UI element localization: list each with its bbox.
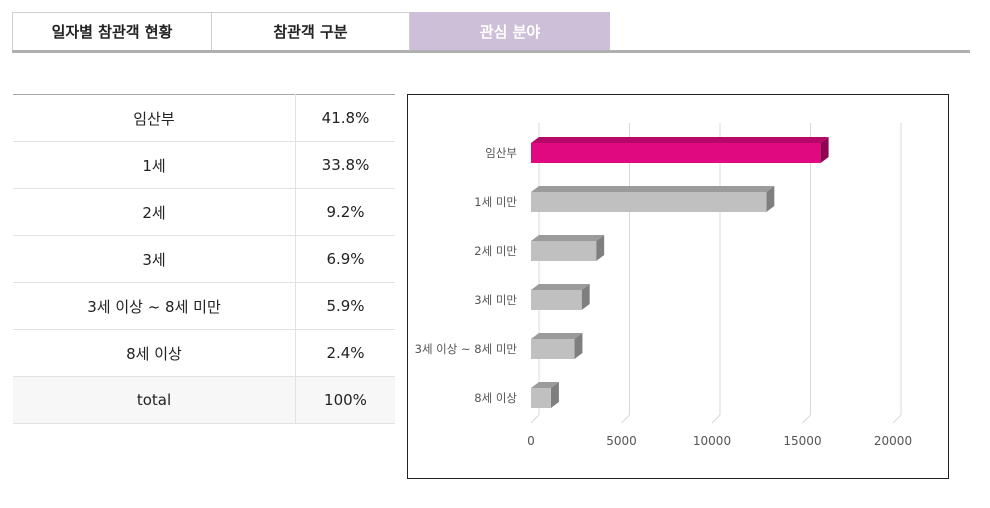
x-tick-label: 15000 (783, 434, 821, 448)
row-value: 33.8% (295, 141, 395, 189)
gridline-foot (711, 414, 721, 424)
share-table: 임산부 41.8% 1세 33.8% 2세 9.2% 3세 6.9% 3세 이상… (13, 94, 395, 424)
bar (531, 241, 597, 261)
category-label: 8세 이상 (474, 391, 517, 405)
table-row: 임산부 41.8% (13, 94, 395, 142)
row-value: 6.9% (295, 235, 395, 283)
gridline-foot (892, 414, 902, 424)
row-label: 8세 이상 (13, 329, 296, 377)
table-row: 1세 33.8% (13, 141, 395, 189)
bar-side (596, 235, 605, 261)
x-tick-label: 5000 (606, 434, 637, 448)
bar (531, 388, 551, 408)
row-label: 3세 (13, 235, 296, 283)
bar-side (766, 186, 775, 212)
category-label: 1세 미만 (474, 195, 517, 209)
table-row: 3세 6.9% (13, 235, 395, 283)
bar-top (531, 235, 605, 241)
gridline-foot (530, 414, 540, 424)
bar-chart-svg: 0 5000 10000 15000 20000 임산부 1세 미만 2세 미만 3세 미만 3세… (415, 123, 912, 448)
row-label: 1세 (13, 141, 296, 189)
category-label: 2세 미만 (474, 244, 517, 258)
table-row: 2세 9.2% (13, 188, 395, 236)
total-value: 100% (295, 376, 395, 424)
x-tick-label: 10000 (693, 434, 731, 448)
row-label: 임산부 (13, 94, 296, 142)
row-value: 5.9% (295, 282, 395, 330)
x-tick-label: 20000 (874, 434, 912, 448)
table-total-row: total 100% (13, 376, 395, 424)
bar-side (820, 137, 829, 163)
category-label: 3세 이상 ~ 8세 미만 (415, 342, 518, 356)
row-value: 2.4% (295, 329, 395, 377)
category-label: 임산부 (485, 146, 517, 160)
bar (531, 290, 582, 310)
tab-daily-visitors[interactable]: 일자별 참관객 현황 (12, 12, 211, 50)
row-label: 3세 이상 ~ 8세 미만 (13, 282, 296, 330)
tab-visitor-type[interactable]: 참관객 구분 (211, 12, 410, 50)
row-value: 9.2% (295, 188, 395, 236)
bar-top (531, 284, 590, 290)
tab-interest-area[interactable]: 관심 분야 (410, 12, 610, 50)
bar-side (581, 284, 590, 310)
bar-side (550, 382, 559, 408)
bar-top (531, 333, 583, 339)
row-label: 2세 (13, 188, 296, 236)
bar (531, 192, 767, 212)
category-label: 3세 미만 (474, 293, 517, 307)
total-label: total (13, 376, 296, 424)
gridline-foot (802, 414, 811, 424)
table-row: 3세 이상 ~ 8세 미만 5.9% (13, 282, 395, 330)
bar-side (574, 333, 583, 359)
gridline-foot (621, 414, 630, 424)
bar-top (531, 382, 559, 388)
bar (531, 143, 821, 163)
table-row: 8세 이상 2.4% (13, 329, 395, 377)
bar (531, 339, 575, 359)
bar-top (531, 186, 775, 192)
row-value: 41.8% (295, 94, 395, 142)
x-tick-label: 0 (527, 434, 535, 448)
tab-bar: 일자별 참관객 현황 참관객 구분 관심 분야 (12, 12, 970, 53)
bar-top (531, 137, 829, 143)
bar-chart: 0 5000 10000 15000 20000 임산부 1세 미만 2세 미만 3세 미만 3세… (407, 94, 949, 479)
